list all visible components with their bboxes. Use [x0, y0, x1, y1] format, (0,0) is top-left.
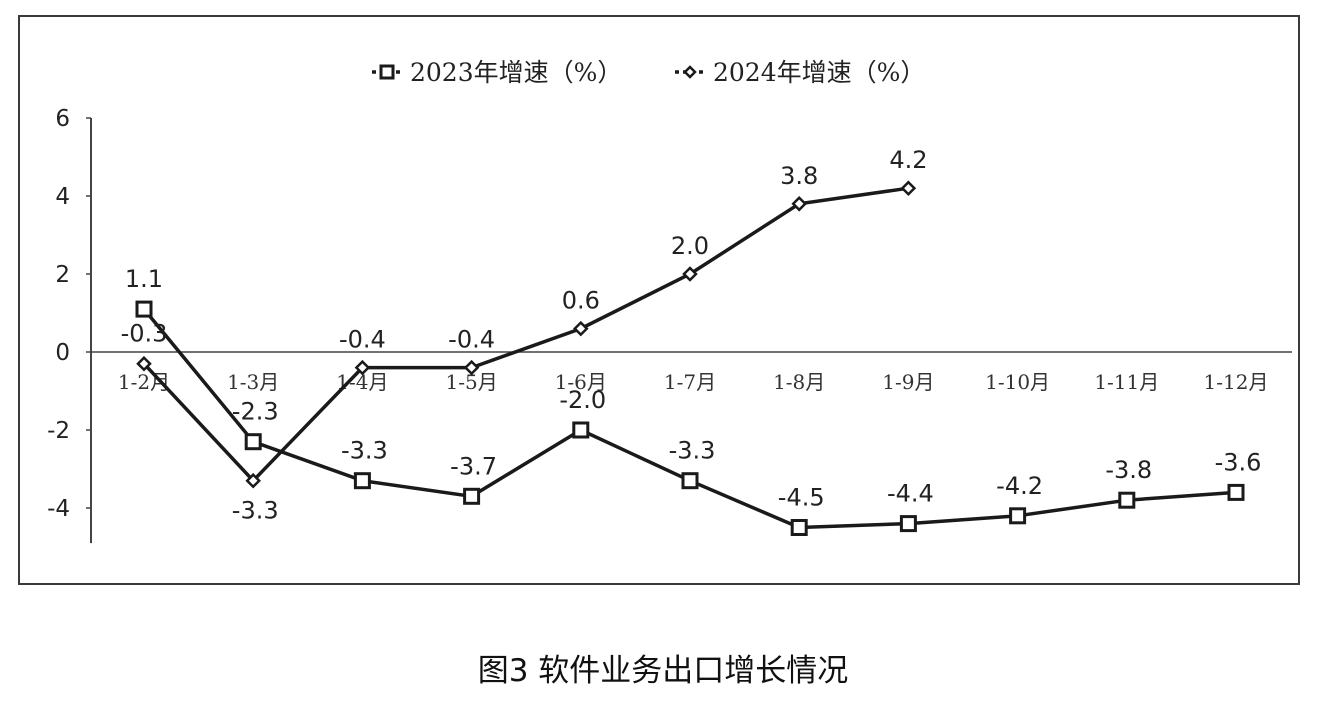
data-label-2024: 4.2: [889, 146, 927, 174]
data-point-square: [790, 519, 808, 536]
data-point-square: [1118, 491, 1136, 509]
data-label-2024: 3.8: [780, 162, 818, 190]
x-tick-label: 1-11月: [1094, 370, 1159, 394]
x-tick-label: 1-9月: [882, 370, 934, 394]
x-tick-label: 1-12月: [1204, 370, 1269, 394]
data-point-diamond: [354, 359, 371, 376]
data-label-2023: -3.3: [341, 437, 388, 465]
data-point-square: [899, 515, 917, 533]
data-point-square: [1227, 483, 1245, 501]
y-tick-label: -2: [47, 418, 70, 444]
data-label-2024: 0.6: [562, 287, 600, 315]
data-point-diamond: [463, 359, 480, 376]
data-label-2023: -4.4: [887, 480, 934, 508]
legend-marker-diamond: [683, 65, 697, 79]
data-label-2023: -2.0: [559, 386, 606, 414]
data-point-diamond: [136, 355, 152, 372]
data-label-2023: 1.1: [125, 265, 163, 293]
data-label-2024: -0.4: [448, 326, 495, 354]
data-point-square: [135, 300, 153, 318]
data-point-square: [463, 487, 481, 505]
chart-frame: 6 4 2 0 -2 -4 1-2月 1-3月 1-4月 1-5月 1-6月 1-7月 1-8月 1-9月…: [18, 15, 1300, 585]
series-line-2024: [142, 186, 909, 484]
data-label-2023: -3.6: [1215, 448, 1262, 476]
legend-label-2023: 2023年增速（%）: [410, 58, 622, 87]
y-tick-label: 4: [55, 184, 70, 210]
data-label-2023: -3.7: [450, 452, 497, 480]
y-tick-label: 2: [55, 262, 70, 288]
y-tick-label: -4: [47, 496, 70, 522]
x-tick-label: 1-7月: [664, 370, 716, 394]
y-tick-label: 6: [55, 106, 70, 132]
x-tick-label: 1-10月: [985, 370, 1050, 394]
series-line-2023: [142, 307, 1237, 530]
data-label-2024: 2.0: [671, 232, 709, 260]
data-point-square: [681, 472, 699, 490]
legend-label-2024: 2024年增速（%）: [713, 58, 925, 87]
data-label-2023: -4.5: [778, 484, 825, 512]
data-point-square: [353, 472, 371, 490]
data-point-diamond: [245, 472, 261, 489]
data-point-diamond: [900, 180, 917, 196]
figure-caption: 图3 软件业务出口增长情况: [477, 653, 849, 689]
data-label-2023: -3.8: [1105, 456, 1152, 484]
data-label-2023: -2.3: [232, 398, 279, 426]
x-tick-label: 1-6月: [555, 370, 607, 394]
y-tick-label: 0: [55, 340, 70, 366]
data-point-square: [244, 433, 262, 451]
data-label-2024: -3.3: [232, 497, 279, 525]
data-point-diamond: [791, 196, 807, 212]
data-label-2024: -0.4: [339, 326, 386, 354]
data-label-2023: -3.3: [669, 437, 716, 465]
x-tick-label: 1-8月: [773, 370, 825, 394]
data-label-2023: -4.2: [996, 472, 1043, 500]
data-point-diamond: [573, 320, 589, 337]
data-point-square: [1009, 507, 1027, 525]
data-point-square: [572, 421, 590, 439]
data-label-2024: -0.3: [121, 320, 168, 348]
legend-marker-square: [379, 64, 395, 80]
data-point-diamond: [682, 266, 698, 282]
x-tick-label: 1-3月: [227, 370, 279, 394]
